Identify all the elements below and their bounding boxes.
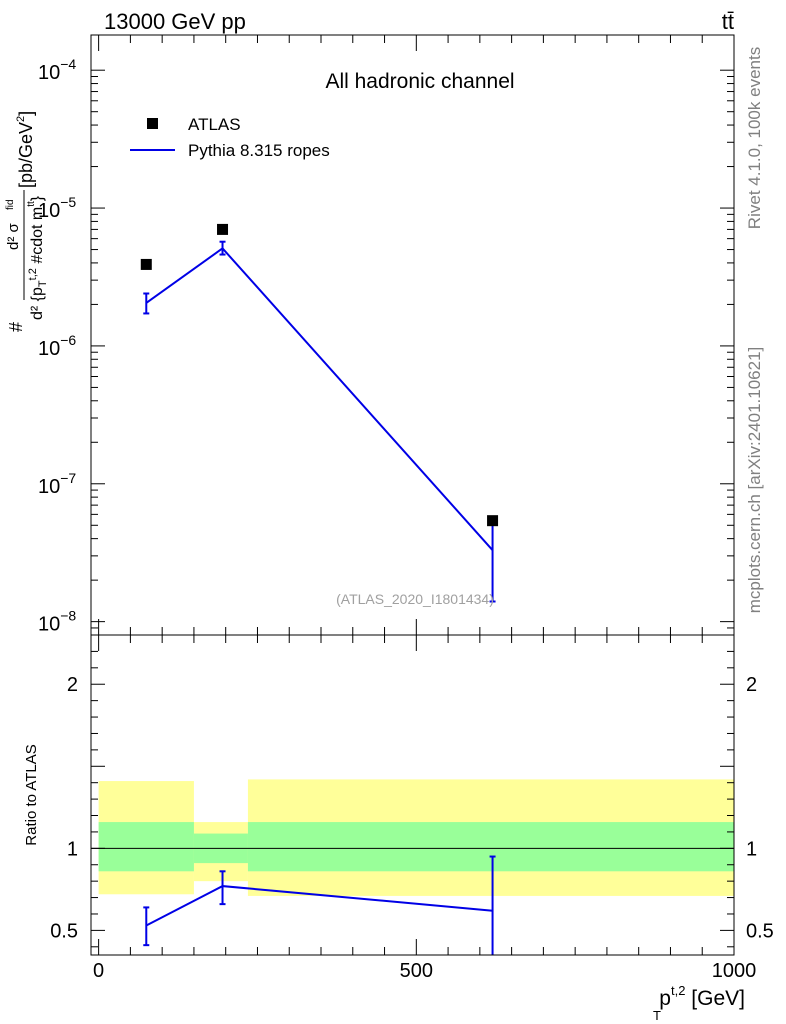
- xlabel-sup: t,2: [671, 983, 685, 998]
- mc-line: [145, 247, 494, 551]
- analysis-tag: (ATLAS_2020_I1801434): [336, 591, 494, 607]
- ratio-y-tick-label-left: 0.5: [50, 920, 78, 942]
- legend-label-pythia: Pythia 8.315 ropes: [188, 141, 330, 160]
- main-ylabel: # d² σ fid d² {pTt,2 #cdot mtt} [pb/GeV2…: [5, 111, 49, 332]
- ratio-y-tick-label-right: 0.5: [746, 920, 774, 942]
- xlabel-sub: T: [653, 1008, 661, 1023]
- chart-title: All hadronic channel: [325, 70, 514, 93]
- main-panel: 10−4 10−5 10−6 10−7 10−8 All hadronic channe…: [5, 34, 735, 636]
- atlas-data-point: [217, 223, 229, 235]
- ratio-axes: 0.5 0.5 1 1 2 2 0 500 1000: [50, 634, 774, 982]
- atlas-data-point: [487, 515, 499, 527]
- main-ylabel-numerator: d² σ: [5, 222, 22, 250]
- main-ylabel-denominator: d² {pTt,2 #cdot mtt}: [26, 195, 49, 320]
- x-tick-label: 500: [400, 960, 433, 982]
- process-label: tt̄: [722, 9, 734, 34]
- mcplots-label: mcplots.cern.ch [arXiv:2401.10621]: [745, 347, 764, 613]
- main-ylabel-fid: fid: [5, 199, 16, 210]
- main-plot-area: [140, 223, 499, 603]
- legend: ATLAS Pythia 8.315 ropes: [130, 115, 330, 160]
- main-ylabel-unit: [pb/GeV2]: [15, 111, 36, 188]
- x-tick-label: 1000: [712, 960, 757, 982]
- y-tick-label: 10−4: [38, 56, 76, 84]
- stat-uncertainty-band: [98, 822, 194, 872]
- xlabel: pt,2 [GeV]: [659, 983, 745, 1010]
- energy-label: 13000 GeV pp: [104, 9, 246, 34]
- y-tick-label: 10−7: [38, 470, 76, 498]
- rivet-label: Rivet 4.1.0, 100k events: [745, 47, 764, 229]
- ratio-y-tick-label-left: 2: [67, 674, 78, 696]
- ratio-y-tick-label-left: 1: [67, 838, 78, 860]
- main-ylabel-hash: #: [6, 322, 26, 332]
- x-tick-label: 0: [93, 960, 104, 982]
- ratio-y-tick-label-right: 1: [746, 838, 757, 860]
- ratio-ylabel: Ratio to ATLAS: [23, 744, 40, 845]
- ratio-frame: [90, 634, 735, 956]
- main-axes: 10−4 10−5 10−6 10−7 10−8: [38, 35, 735, 636]
- legend-label-atlas: ATLAS: [188, 115, 241, 134]
- ratio-panel: 0.5 0.5 1 1 2 2 0 500 1000 Ratio to ATLAS pt,2 […: [23, 634, 774, 1023]
- y-tick-label: 10−8: [38, 608, 76, 636]
- xlabel-unit: [GeV]: [691, 987, 745, 1010]
- stat-uncertainty-band: [247, 822, 734, 872]
- ratio-y-tick-label-right: 2: [746, 674, 757, 696]
- y-tick-label: 10−6: [38, 332, 76, 360]
- atlas-data-point: [140, 258, 152, 270]
- legend-marker-atlas: [147, 118, 158, 129]
- xlabel-main: p: [659, 987, 671, 1010]
- ratio-plot-area: [91, 779, 734, 955]
- y-tick-label: 10−5: [38, 194, 76, 222]
